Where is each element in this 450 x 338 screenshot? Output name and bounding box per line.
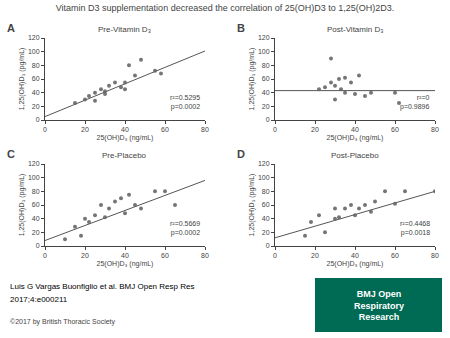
- svg-text:60: 60: [262, 201, 270, 208]
- svg-text:r²=0.5295p=0.0002: r²=0.5295p=0.0002: [170, 94, 200, 111]
- svg-text:80: 80: [32, 188, 40, 195]
- svg-text:20: 20: [32, 103, 40, 110]
- svg-text:Pre-Placebo: Pre-Placebo: [102, 151, 147, 160]
- svg-text:1,25(OH)D₃ (pg/mL): 1,25(OH)D₃ (pg/mL): [248, 48, 256, 111]
- svg-text:BMJ OpenRespiratoryResearch: BMJ OpenRespiratoryResearch: [354, 289, 404, 322]
- svg-text:40: 40: [32, 215, 40, 222]
- svg-text:40: 40: [262, 215, 270, 222]
- svg-text:20: 20: [262, 103, 270, 110]
- svg-text:40: 40: [121, 252, 129, 259]
- svg-text:60: 60: [391, 252, 399, 259]
- svg-text:1,25(OH)D₃ (pg/mL): 1,25(OH)D₃ (pg/mL): [248, 174, 256, 237]
- svg-text:20: 20: [311, 252, 319, 259]
- svg-text:120: 120: [28, 34, 40, 41]
- svg-text:120: 120: [258, 160, 270, 167]
- svg-text:0: 0: [273, 126, 277, 133]
- svg-text:Luis G Vargas Buonfiglio et al: Luis G Vargas Buonfiglio et al. BMJ Open…: [10, 282, 194, 291]
- svg-text:0: 0: [266, 242, 270, 249]
- svg-text:r²=0p=0.9896: r²=0p=0.9896: [400, 94, 430, 111]
- svg-text:20: 20: [311, 126, 319, 133]
- svg-text:20: 20: [32, 229, 40, 236]
- svg-text:20: 20: [81, 126, 89, 133]
- svg-text:2017;4:e000211: 2017;4:e000211: [10, 295, 68, 304]
- svg-text:60: 60: [161, 126, 169, 133]
- svg-text:60: 60: [32, 201, 40, 208]
- svg-text:100: 100: [258, 174, 270, 181]
- svg-text:25(OH)D₃ (ng/mL): 25(OH)D₃ (ng/mL): [97, 134, 154, 142]
- svg-text:0: 0: [36, 242, 40, 249]
- svg-text:C: C: [7, 148, 15, 160]
- svg-text:Pre-Vitamin D₃: Pre-Vitamin D₃: [98, 25, 151, 34]
- svg-text:20: 20: [81, 252, 89, 259]
- svg-text:0: 0: [36, 116, 40, 123]
- svg-text:120: 120: [258, 34, 270, 41]
- svg-text:80: 80: [201, 252, 209, 259]
- svg-text:80: 80: [262, 62, 270, 69]
- svg-text:80: 80: [431, 126, 439, 133]
- svg-text:60: 60: [262, 75, 270, 82]
- svg-text:60: 60: [161, 252, 169, 259]
- svg-text:20: 20: [262, 229, 270, 236]
- svg-text:r²=0.4468p=0.0018: r²=0.4468p=0.0018: [400, 220, 430, 237]
- svg-text:40: 40: [262, 89, 270, 96]
- svg-text:80: 80: [431, 252, 439, 259]
- svg-text:A: A: [7, 22, 15, 34]
- svg-text:40: 40: [351, 252, 359, 259]
- svg-text:40: 40: [32, 89, 40, 96]
- svg-text:60: 60: [32, 75, 40, 82]
- svg-text:1,25(OH)D₃ (pg/mL): 1,25(OH)D₃ (pg/mL): [18, 48, 26, 111]
- svg-text:80: 80: [262, 188, 270, 195]
- svg-text:25(OH)D₃ (ng/mL): 25(OH)D₃ (ng/mL): [327, 260, 384, 268]
- svg-text:25(OH)D₃ (ng/mL): 25(OH)D₃ (ng/mL): [97, 260, 154, 268]
- svg-text:0: 0: [266, 116, 270, 123]
- svg-text:©2017 by British Thoracic Soci: ©2017 by British Thoracic Society: [10, 318, 116, 326]
- svg-text:40: 40: [121, 126, 129, 133]
- svg-text:0: 0: [43, 252, 47, 259]
- svg-text:D: D: [237, 148, 245, 160]
- svg-text:Vitamin D3 supplementation dec: Vitamin D3 supplementation decreased the…: [56, 3, 395, 13]
- svg-text:100: 100: [28, 174, 40, 181]
- svg-text:B: B: [237, 22, 245, 34]
- svg-text:Post-Placebo: Post-Placebo: [331, 151, 379, 160]
- svg-text:Post-Vitamin D₃: Post-Vitamin D₃: [327, 25, 383, 34]
- svg-text:80: 80: [201, 126, 209, 133]
- svg-text:1,25(OH)D₃ (pg/mL): 1,25(OH)D₃ (pg/mL): [18, 174, 26, 237]
- svg-text:25(OH)D₃ (ng/mL): 25(OH)D₃ (ng/mL): [327, 134, 384, 142]
- svg-text:0: 0: [43, 126, 47, 133]
- svg-text:100: 100: [258, 48, 270, 55]
- svg-text:0: 0: [273, 252, 277, 259]
- svg-text:80: 80: [32, 62, 40, 69]
- svg-text:60: 60: [391, 126, 399, 133]
- svg-text:40: 40: [351, 126, 359, 133]
- svg-text:100: 100: [28, 48, 40, 55]
- svg-text:120: 120: [28, 160, 40, 167]
- svg-text:r²=0.5669p=0.0002: r²=0.5669p=0.0002: [170, 220, 200, 237]
